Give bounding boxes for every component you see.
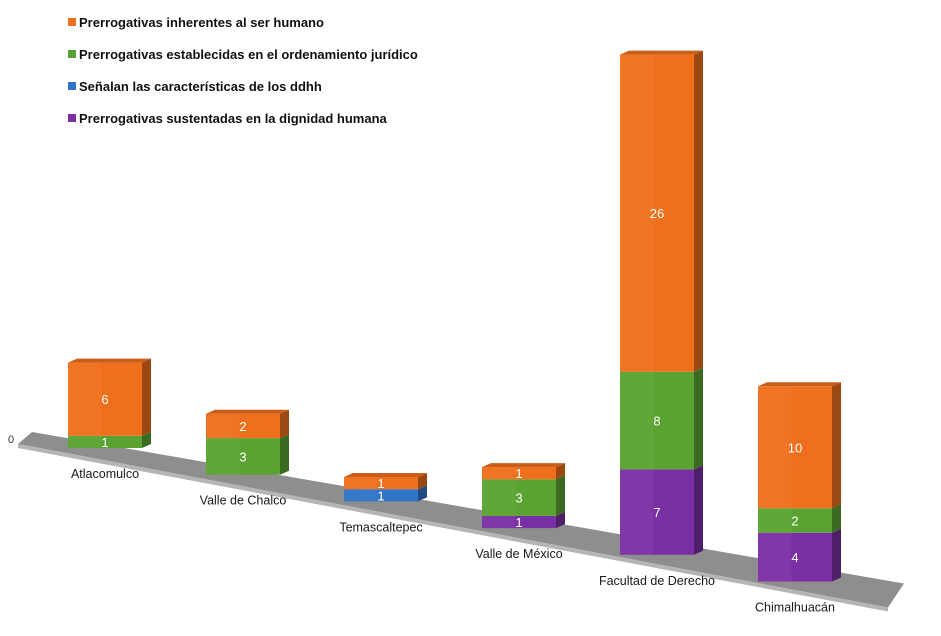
data-label-5-3: 10	[788, 440, 802, 455]
data-label-0-3: 6	[101, 392, 108, 407]
bar-stack-0	[68, 358, 151, 448]
bar-highlight-4-0	[620, 469, 654, 555]
legend-item-dignidad: Prerrogativas sustentadas en la dignidad…	[68, 102, 418, 134]
bar-side-5-2	[832, 504, 841, 533]
data-label-4-3: 26	[650, 206, 664, 221]
bar-segment-5-3	[758, 386, 832, 509]
category-label-4: Facultad de Derecho	[599, 574, 715, 588]
bar-side-4-0	[694, 465, 703, 555]
data-label-2-1: 1	[377, 488, 384, 503]
bar-segment-5-2	[758, 508, 832, 533]
legend-label-caracteristicas: Señalan las características de los ddhh	[79, 78, 322, 94]
bar-segment-4-0	[620, 469, 694, 555]
bar-side-3-3	[556, 463, 565, 480]
bar-top-3	[482, 463, 565, 468]
category-label-5: Chimalhuacán	[755, 601, 835, 615]
bar-segment-0-3	[68, 362, 142, 436]
bar-segment-3-2	[482, 479, 556, 516]
data-label-5-0: 4	[791, 550, 798, 565]
bar-segment-4-2	[620, 371, 694, 470]
bar-highlight-5-0	[758, 532, 792, 582]
bar-side-5-3	[832, 382, 841, 509]
data-label-4-2: 8	[653, 414, 660, 429]
bar-side-1-3	[280, 409, 289, 439]
bar-segment-2-3	[344, 477, 418, 490]
bar-stack-5	[758, 382, 841, 582]
bar-stack-1	[206, 409, 289, 475]
bar-side-0-3	[142, 358, 151, 436]
bar-segment-5-0	[758, 532, 832, 582]
bar-highlight-1-2	[206, 438, 240, 475]
category-label-0: Atlacomulco	[71, 467, 139, 481]
bar-top-1	[206, 409, 289, 414]
bar-side-4-2	[694, 367, 703, 470]
legend: Prerrogativas inherentes al ser humano P…	[68, 6, 418, 134]
bar-side-4-3	[694, 50, 703, 372]
bar-top-4	[620, 50, 703, 55]
legend-item-caracteristicas: Señalan las características de los ddhh	[68, 70, 418, 102]
data-label-3-0: 1	[515, 515, 522, 530]
bar-highlight-2-1	[344, 489, 378, 502]
bar-segment-3-0	[482, 515, 556, 529]
legend-swatch-inherentes	[68, 18, 76, 26]
bar-highlight-0-3	[68, 362, 102, 436]
legend-swatch-dignidad	[68, 114, 76, 122]
bar-highlight-3-3	[482, 467, 516, 480]
bar-side-1-2	[280, 434, 289, 475]
bar-side-5-0	[832, 528, 841, 582]
data-label-3-3: 1	[515, 466, 522, 481]
legend-item-ordenamiento: Prerrogativas establecidas en el ordenam…	[68, 38, 418, 70]
bar-top-5	[758, 382, 841, 387]
bar-stack-3	[482, 463, 565, 529]
category-label-1: Valle de Chalco	[200, 494, 287, 508]
bar-highlight-4-2	[620, 371, 654, 470]
bar-segment-0-2	[68, 435, 142, 448]
bar-highlight-0-2	[68, 435, 102, 448]
data-label-1-3: 2	[239, 419, 246, 434]
bar-highlight-5-3	[758, 386, 792, 509]
data-label-2-3: 1	[377, 476, 384, 491]
bar-top-2	[344, 473, 427, 477]
bar-stack-4	[620, 50, 703, 555]
floor-plane	[18, 432, 904, 608]
bar-side-3-0	[556, 511, 565, 529]
bar-segment-2-1	[344, 489, 418, 502]
category-label-3: Valle de México	[475, 547, 562, 561]
legend-swatch-ordenamiento	[68, 50, 76, 58]
bar-highlight-5-2	[758, 508, 792, 533]
category-label-2: Temascaltepec	[339, 520, 422, 534]
legend-label-dignidad: Prerrogativas sustentadas en la dignidad…	[79, 110, 387, 126]
legend-label-inherentes: Prerrogativas inherentes al ser humano	[79, 14, 324, 30]
bar-segment-1-2	[206, 438, 280, 475]
bar-segment-1-3	[206, 413, 280, 439]
bar-side-2-1	[418, 485, 427, 502]
bar-segment-4-3	[620, 54, 694, 372]
bar-top-0	[68, 358, 151, 363]
data-label-3-2: 3	[515, 491, 522, 506]
legend-label-ordenamiento: Prerrogativas establecidas en el ordenam…	[79, 46, 418, 62]
bar-highlight-2-3	[344, 477, 378, 490]
bar-highlight-1-3	[206, 413, 240, 439]
data-label-5-2: 2	[791, 514, 798, 529]
bar-highlight-4-3	[620, 54, 654, 372]
data-label-1-2: 3	[239, 449, 246, 464]
bar-side-0-2	[142, 431, 151, 448]
bar-side-3-2	[556, 475, 565, 516]
bar-side-2-3	[418, 473, 427, 490]
data-label-4-0: 7	[653, 505, 660, 520]
floor-edge	[18, 444, 888, 612]
axis-zero-label: 0	[8, 434, 14, 446]
data-label-0-2: 1	[101, 435, 108, 450]
legend-swatch-caracteristicas	[68, 82, 76, 90]
legend-item-inherentes: Prerrogativas inherentes al ser humano	[68, 6, 418, 38]
bar-highlight-3-0	[482, 515, 516, 529]
bar-highlight-3-2	[482, 479, 516, 516]
bar-stack-2	[344, 473, 427, 502]
bar-segment-3-3	[482, 467, 556, 480]
